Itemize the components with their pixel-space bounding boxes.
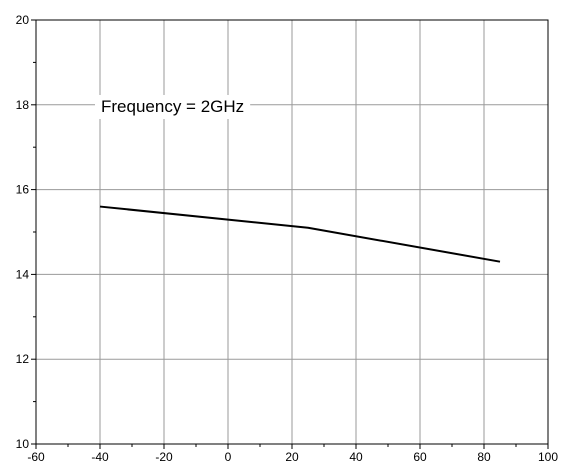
y-tick-label: 16 xyxy=(16,183,30,197)
y-tick-label: 14 xyxy=(16,267,30,281)
y-tick-label: 10 xyxy=(16,437,30,451)
series-line xyxy=(99,205,501,263)
x-tick-label: -40 xyxy=(91,450,109,464)
x-tick-label: 100 xyxy=(538,450,558,464)
x-tick-label: -60 xyxy=(27,450,45,464)
annotation-background xyxy=(95,95,251,119)
plot-frame xyxy=(35,19,549,445)
x-tick-labels: -60 -40 -20 0 20 40 60 80 100 xyxy=(27,450,558,464)
x-tick-label: 0 xyxy=(225,450,232,464)
y-tick-labels: 10 12 14 16 18 20 xyxy=(16,13,30,451)
y-tick-label: 20 xyxy=(16,13,30,27)
grid-lines xyxy=(36,20,548,444)
x-tick-label: 40 xyxy=(349,450,363,464)
x-tick-label: 80 xyxy=(477,450,491,464)
x-tick-label: -20 xyxy=(155,450,173,464)
y-tick-label: 12 xyxy=(16,352,30,366)
axis-ticks xyxy=(31,19,549,449)
x-tick-label: 20 xyxy=(285,450,299,464)
x-tick-label: 60 xyxy=(413,450,427,464)
series-group xyxy=(99,205,501,263)
annotation-text: Frequency = 2GHz xyxy=(101,97,244,116)
y-tick-label: 18 xyxy=(16,98,30,112)
